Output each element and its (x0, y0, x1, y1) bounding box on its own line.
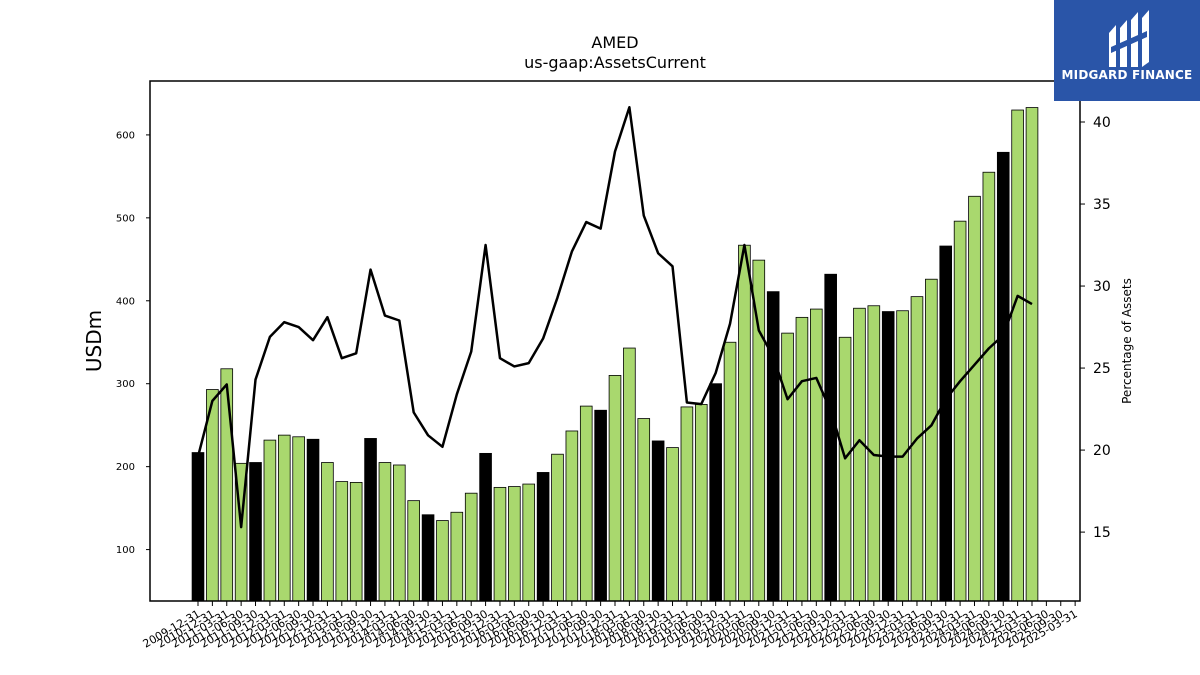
y-axis-left: 100 200 300 400 500 600 (116, 130, 150, 556)
bar-2014-12-31 (479, 452, 492, 602)
bar-2020-03-31 (781, 332, 794, 602)
chart-subtitle: us-gaap:AssetsCurrent (524, 53, 706, 72)
y2-tick-label: 20 (1093, 443, 1111, 459)
bar-2022-09-30 (925, 278, 938, 602)
y-tick-label: 500 (116, 213, 135, 224)
bar-2016-12-31 (594, 409, 607, 602)
y-axis-label: USDm (82, 310, 106, 372)
bar-2013-03-31 (378, 462, 392, 602)
bar-2010-12-31 (249, 462, 262, 602)
bar-2023-12-31 (996, 151, 1010, 602)
y-tick-label: 400 (116, 296, 135, 307)
brand-name: MIDGARD FINANCE (1061, 68, 1193, 82)
bar-2016-09-30 (579, 405, 593, 602)
bar-2009-12-31 (191, 452, 205, 602)
bar-2011-06-30 (277, 434, 291, 602)
bar-2017-09-30 (637, 418, 651, 602)
bar-2019-06-30 (738, 244, 751, 602)
bar-2019-03-31 (723, 341, 737, 602)
y2-tick-label: 40 (1093, 115, 1111, 131)
bar-2015-03-31 (493, 486, 507, 602)
bar-2012-09-30 (349, 481, 363, 602)
bar-2014-03-31 (436, 520, 449, 602)
bar-2023-06-30 (968, 195, 981, 602)
bar-2018-03-31 (666, 447, 679, 602)
chart-title: AMED (591, 33, 638, 52)
y2-tick-label: 35 (1093, 197, 1111, 213)
bar-2023-09-30 (982, 171, 996, 602)
bar-2015-06-30 (508, 486, 521, 602)
bar-2014-06-30 (450, 511, 464, 602)
bar-2010-06-30 (220, 368, 234, 602)
y-tick-label: 300 (116, 379, 135, 390)
y2-axis-label: Percentage of Assets (1120, 278, 1134, 404)
y-tick-label: 200 (116, 462, 135, 473)
y2-tick-label: 15 (1093, 525, 1111, 541)
bar-2011-09-30 (292, 436, 305, 602)
bar-2018-12-31 (709, 383, 722, 602)
bar-2013-12-31 (421, 514, 435, 602)
bar-2020-06-30 (795, 316, 809, 602)
bar-2019-12-31 (766, 291, 780, 602)
bar-2017-03-31 (608, 375, 622, 602)
bar-2022-12-31 (939, 245, 953, 602)
bar-2020-12-31 (824, 273, 837, 602)
bar-2011-12-31 (306, 438, 320, 602)
bar-2021-03-31 (838, 336, 852, 602)
x-axis: 2009-12-312010-12-312011-03-312011-06-30… (141, 601, 1080, 651)
bar-2012-12-31 (364, 438, 377, 602)
y2-tick-label: 25 (1093, 361, 1111, 377)
brand-mark-icon (1109, 10, 1149, 67)
line-series-percentage-of-assets (196, 106, 1033, 529)
bar-2018-06-30 (680, 406, 694, 602)
bar-2024-03-31 (1011, 109, 1024, 602)
bar-series-assets-current (191, 107, 1039, 602)
bar-2016-06-30 (565, 430, 579, 602)
line-percentage-of-assets (196, 106, 1033, 529)
bar-2022-06-30 (910, 296, 924, 602)
bar-2013-06-30 (393, 464, 406, 602)
bar-2011-03-31 (263, 439, 277, 602)
bar-2024-06-30 (1025, 107, 1039, 602)
bar-2023-03-31 (953, 220, 967, 602)
bar-2021-06-30 (853, 307, 866, 602)
y-tick-label: 600 (116, 130, 135, 141)
bar-2015-12-31 (536, 472, 550, 602)
bar-2017-12-31 (651, 440, 665, 602)
bar-2015-09-30 (522, 483, 536, 602)
bar-2017-06-30 (623, 347, 636, 602)
bar-2013-09-30 (407, 500, 420, 602)
y2-tick-label: 30 (1093, 279, 1111, 295)
y-axis-right: 15 20 25 30 35 40 (1080, 115, 1111, 541)
bar-2020-09-30 (810, 308, 823, 602)
bar-2014-09-30 (464, 492, 478, 602)
bar-2016-03-31 (551, 453, 564, 602)
bar-2018-09-30 (694, 404, 708, 602)
bar-2012-06-30 (335, 481, 349, 602)
bar-2012-03-31 (321, 462, 334, 602)
y-tick-label: 100 (116, 545, 135, 556)
brand-logo: MIDGARD FINANCE (1054, 0, 1200, 101)
